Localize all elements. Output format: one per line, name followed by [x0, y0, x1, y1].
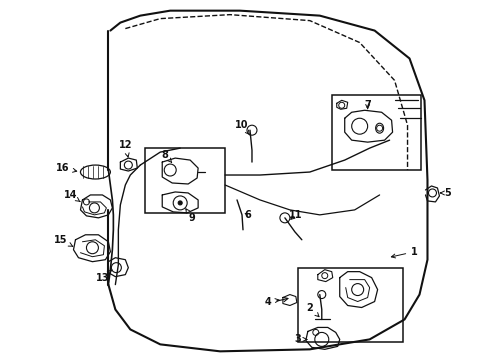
Bar — [332, 95, 421, 170]
Text: 3: 3 — [294, 334, 307, 345]
Text: 10: 10 — [235, 120, 250, 135]
Circle shape — [178, 201, 182, 205]
Text: 16: 16 — [56, 163, 77, 173]
Bar — [298, 268, 403, 342]
Text: 1: 1 — [392, 247, 418, 258]
Text: 5: 5 — [441, 188, 451, 198]
Text: 14: 14 — [64, 190, 80, 202]
Text: 13: 13 — [96, 270, 112, 283]
Text: 15: 15 — [54, 235, 73, 246]
Text: 8: 8 — [162, 150, 172, 162]
Text: 6: 6 — [245, 210, 251, 220]
Text: 11: 11 — [289, 210, 303, 220]
Text: 12: 12 — [119, 140, 132, 157]
Text: 7: 7 — [364, 100, 371, 110]
Text: 4: 4 — [265, 297, 279, 306]
Bar — [145, 148, 225, 213]
Text: 9: 9 — [186, 209, 196, 223]
Text: 2: 2 — [306, 302, 319, 317]
